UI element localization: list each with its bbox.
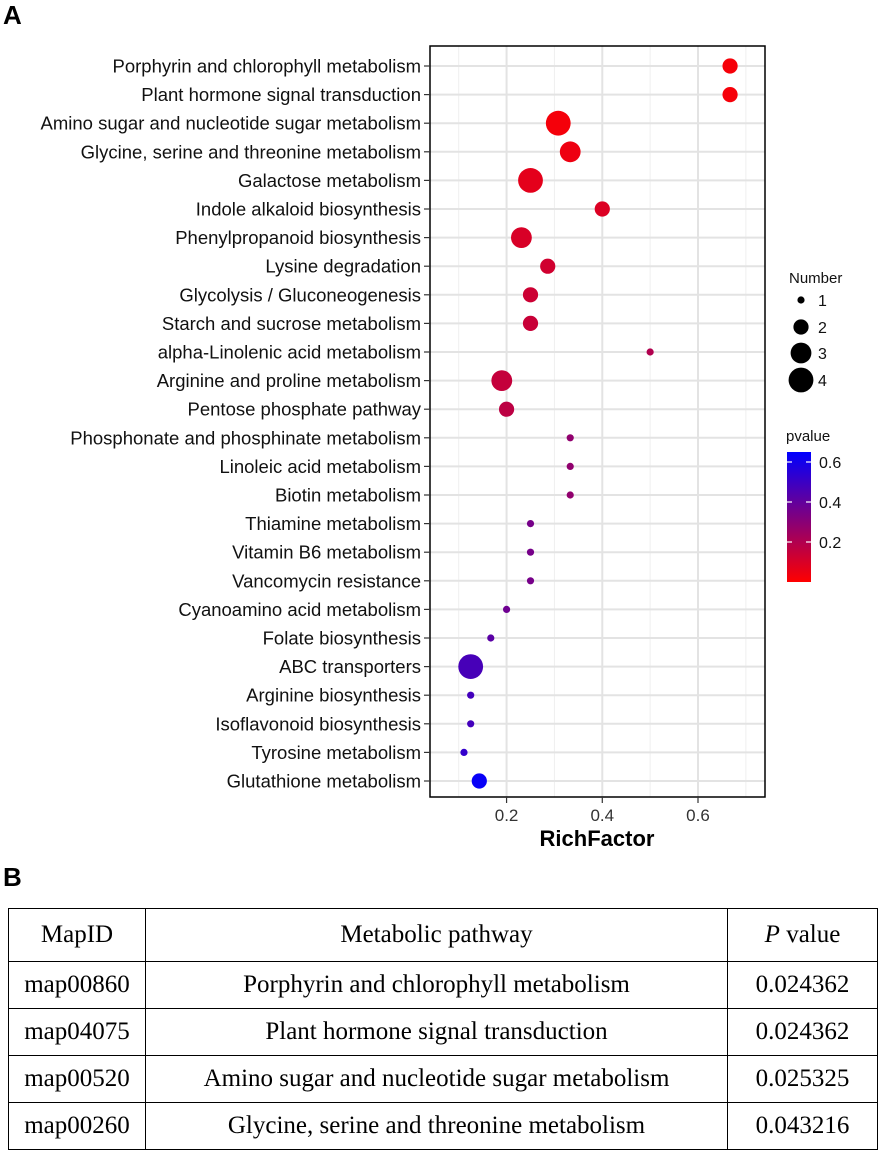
cell-pathway: Glycine, serine and threonine metabolism: [145, 1102, 728, 1150]
header-p-italic: P: [764, 921, 780, 948]
y-category-label: Biotin metabolism: [275, 485, 421, 506]
cell-pvalue: 0.024362: [727, 1008, 878, 1056]
table-header-row: MapID Metabolic pathway P value: [8, 908, 878, 962]
data-point: [526, 520, 535, 528]
y-category-label: Phenylpropanoid biosynthesis: [175, 227, 421, 248]
y-category-label: Linoleic acid metabolism: [219, 456, 421, 477]
panel-label-b: B: [3, 862, 22, 892]
y-category-label: Thiamine metabolism: [245, 513, 421, 534]
y-category-label: Porphyrin and chlorophyll metabolism: [113, 56, 421, 77]
table-row: map04075 Plant hormone signal transducti…: [8, 1008, 878, 1056]
data-point: [460, 748, 468, 757]
y-category-label: Glutathione metabolism: [227, 771, 421, 792]
data-point: [522, 315, 539, 331]
data-point: [498, 401, 515, 417]
size-legend-label: 1: [818, 293, 827, 310]
cell-mapid: map04075: [8, 1008, 146, 1056]
size-legend-key: [797, 296, 805, 304]
table-row: map00520 Amino sugar and nucleotide suga…: [8, 1055, 878, 1103]
y-category-label: Phosphonate and phosphinate metabolism: [70, 427, 421, 448]
plot-panel-border: [429, 45, 766, 798]
y-category-label: ABC transporters: [279, 656, 421, 677]
data-point: [522, 287, 539, 303]
table-row: map00260 Glycine, serine and threonine m…: [8, 1102, 878, 1150]
data-point: [487, 634, 495, 642]
y-category-label: Pentose phosphate pathway: [188, 399, 422, 420]
data-point: [502, 605, 511, 614]
color-legend-label: 0.4: [819, 495, 841, 512]
pathway-table-container: MapID Metabolic pathway P value map00860…: [8, 908, 878, 1150]
bubble-chart: Porphyrin and chlorophyll metabolism Plan…: [41, 45, 842, 851]
y-category-label: Folate biosynthesis: [263, 628, 421, 649]
cell-pathway: Porphyrin and chlorophyll metabolism: [145, 961, 728, 1009]
data-point: [722, 87, 738, 103]
y-category-label: Glycine, serine and threonine metabolism: [81, 141, 421, 162]
data-point: [566, 462, 574, 470]
cell-pvalue: 0.025325: [727, 1055, 878, 1103]
header-mapid: MapID: [8, 908, 146, 962]
data-point: [566, 434, 574, 442]
size-legend-label: 2: [818, 320, 827, 337]
data-point: [540, 258, 556, 274]
color-legend-title: pvalue: [786, 428, 830, 445]
y-category-label: Vancomycin resistance: [232, 570, 421, 591]
y-category-label: Arginine and proline metabolism: [157, 370, 421, 391]
x-tick-label: 0.6: [686, 806, 710, 825]
pathway-table: MapID Metabolic pathway P value map00860…: [8, 908, 878, 1150]
y-category-label: Indole alkaloid biosynthesis: [196, 199, 421, 220]
data-point: [467, 720, 475, 728]
data-point: [646, 348, 654, 356]
header-pathway: Metabolic pathway: [145, 908, 728, 962]
data-point: [722, 58, 738, 74]
cell-pvalue: 0.043216: [727, 1102, 878, 1150]
cell-mapid: map00260: [8, 1102, 146, 1150]
size-legend-label: 4: [818, 373, 827, 390]
color-legend-label: 0.2: [819, 535, 841, 552]
y-category-label: Lysine degradation: [265, 256, 421, 277]
y-category-label: Cyanoamino acid metabolism: [178, 599, 421, 620]
y-category-label: Amino sugar and nucleotide sugar metabol…: [41, 113, 422, 134]
y-category-label: Plant hormone signal transduction: [141, 84, 421, 105]
data-point: [467, 691, 475, 699]
x-tick-label: 0.2: [495, 806, 519, 825]
data-point: [526, 577, 535, 585]
data-point: [471, 773, 487, 789]
data-point: [526, 548, 535, 556]
color-legend-label: 0.6: [819, 455, 841, 472]
size-legend-key: [793, 319, 809, 335]
y-category-label: Vitamin B6 metabolism: [232, 542, 421, 563]
data-point: [594, 201, 610, 217]
x-axis-title: RichFactor: [540, 826, 655, 851]
data-point: [491, 370, 513, 391]
size-legend-key: [790, 342, 812, 364]
cell-mapid: map00860: [8, 961, 146, 1009]
y-category-label: Glycolysis / Gluconeogenesis: [179, 284, 421, 305]
color-legend-bar: [787, 452, 811, 582]
cell-pathway: Amino sugar and nucleotide sugar metabol…: [145, 1055, 728, 1103]
y-category-label: Tyrosine metabolism: [251, 742, 421, 763]
y-category-label: Arginine biosynthesis: [246, 685, 421, 706]
cell-mapid: map00520: [8, 1055, 146, 1103]
data-point: [566, 491, 574, 499]
data-point: [518, 168, 543, 193]
table-row: map00860 Porphyrin and chlorophyll metab…: [8, 961, 878, 1009]
panel-label-a: A: [3, 0, 22, 30]
y-category-label: alpha-Linolenic acid metabolism: [158, 342, 421, 363]
data-point: [559, 141, 581, 163]
cell-pvalue: 0.024362: [727, 961, 878, 1009]
x-tick-label: 0.4: [590, 806, 614, 825]
data-point: [511, 227, 532, 249]
cell-pathway: Plant hormone signal transduction: [145, 1008, 728, 1056]
data-point: [545, 110, 571, 136]
header-p-rest: value: [779, 921, 841, 948]
y-category-label: Starch and sucrose metabolism: [162, 313, 421, 334]
size-legend-label: 3: [818, 346, 827, 363]
size-legend-key: [788, 367, 814, 393]
size-legend-title: Number: [789, 270, 842, 287]
y-category-label: Isoflavonoid biosynthesis: [215, 713, 421, 734]
y-category-label: Galactose metabolism: [238, 170, 421, 191]
header-pvalue: P value: [727, 908, 878, 962]
data-point: [458, 654, 484, 679]
